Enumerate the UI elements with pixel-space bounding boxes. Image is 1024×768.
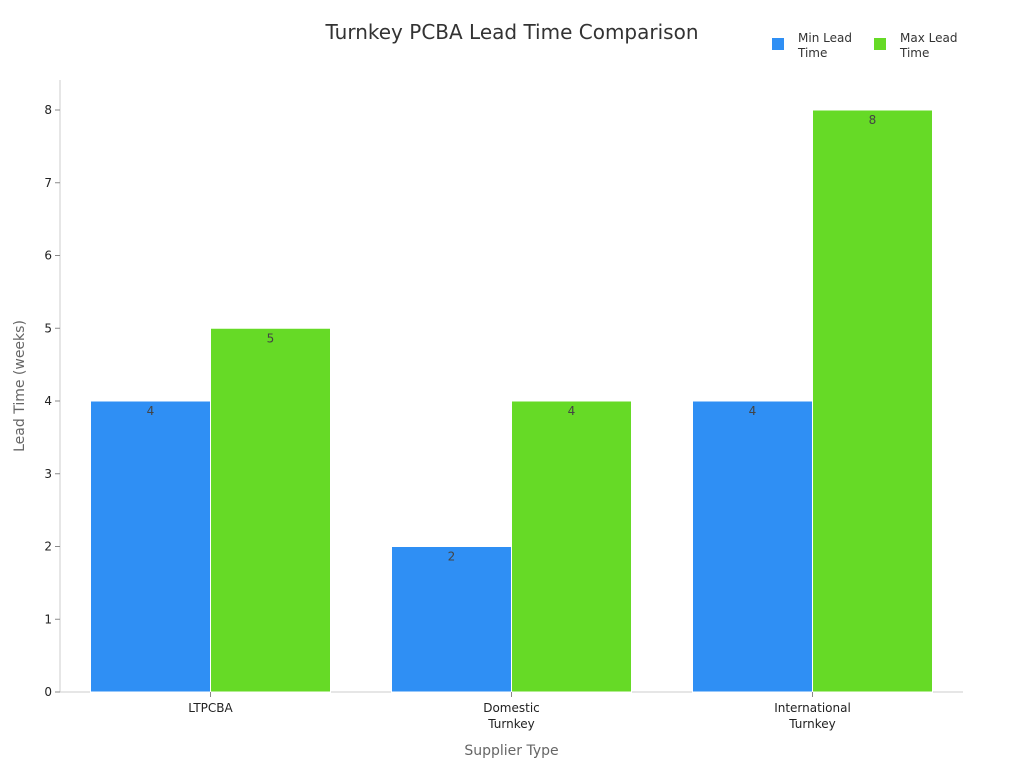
legend-item-max: Max Lead Time [874,31,958,61]
x-tick-label: Domestic [483,701,540,715]
y-tick-label: 3 [44,467,52,481]
legend-swatch-min [772,38,784,50]
legend: Min Lead Time Max Lead Time [772,31,958,61]
x-tick-label: Turnkey [487,717,534,731]
legend-label-min: Min Lead Time [798,31,852,60]
y-tick-label: 0 [44,685,52,699]
y-tick-label: 4 [44,394,52,408]
y-tick-label: 6 [44,249,52,263]
legend-swatch-max [874,38,886,50]
data-label-min-0: 4 [147,404,155,418]
bar-max-1 [511,400,632,693]
x-tick-label: International [774,701,851,715]
x-tick-label: LTPCBA [188,701,233,715]
y-axis-title: Lead Time (weeks) [12,320,28,452]
y-tick-label: 1 [44,612,52,626]
y-tick-label: 5 [44,321,52,335]
legend-label-max: Max Lead Time [900,31,958,60]
data-label-min-2: 4 [749,404,757,418]
y-tick-label: 8 [44,103,52,117]
data-label-max-0: 5 [267,331,275,345]
data-label-min-1: 2 [448,550,456,564]
bar-max-0 [210,327,331,693]
data-label-max-2: 8 [869,113,877,127]
legend-item-min: Min Lead Time [772,31,856,61]
y-tick-label: 7 [44,176,52,190]
y-tick-label: 2 [44,540,52,554]
x-tick-label: Turnkey [788,717,835,731]
bar-min-2 [692,400,813,693]
bar-min-0 [90,400,211,693]
bar-min-1 [391,546,512,693]
x-axis-title: Supplier Type [464,743,558,759]
chart-title: Turnkey PCBA Lead Time Comparison [325,20,699,44]
bar-max-2 [812,109,933,693]
data-label-max-1: 4 [568,404,576,418]
